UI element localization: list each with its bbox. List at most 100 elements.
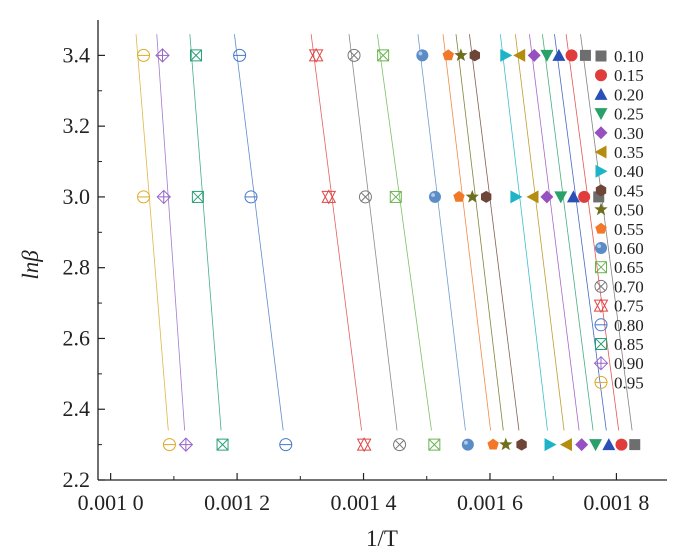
- x-tick-label: 0.001 4: [331, 490, 397, 515]
- data-point: [465, 189, 479, 203]
- legend-marker: [594, 375, 608, 389]
- data-point: [156, 189, 171, 205]
- legend-label: 0.50: [614, 201, 644, 220]
- data-point: [579, 49, 591, 61]
- legend-label: 0.40: [614, 162, 644, 181]
- data-point: [559, 438, 572, 452]
- data-point: [416, 49, 429, 62]
- legend-marker: [595, 50, 607, 62]
- legend-marker: [595, 222, 607, 234]
- data-point: [454, 48, 468, 62]
- data-point: [552, 48, 566, 61]
- fit-line: [529, 34, 580, 431]
- legend-label: 0.10: [614, 47, 644, 66]
- data-point: [178, 437, 194, 452]
- legend-label: 0.25: [614, 105, 644, 124]
- data-point: [500, 48, 513, 62]
- data-point: [526, 190, 539, 204]
- data-point: [137, 48, 151, 62]
- y-axis-title: lnβ: [18, 250, 43, 280]
- fit-line: [234, 34, 284, 431]
- axes: 2.2 2.4 2.6 2.8 3.0 3.2 3.4 0.001 0 0.001 2 0.001…: [63, 20, 667, 515]
- legend-marker: [595, 69, 607, 82]
- data-point: [461, 438, 474, 451]
- data-point: [602, 438, 616, 451]
- legend-label: 0.80: [614, 316, 644, 335]
- fit-line: [554, 34, 607, 431]
- data-point: [540, 190, 554, 204]
- legend-label: 0.30: [614, 124, 644, 143]
- fit-line: [580, 34, 633, 431]
- legend-marker: [595, 242, 607, 254]
- y-tick-label: 3.0: [63, 184, 91, 209]
- data-point: [544, 438, 557, 452]
- data-point: [453, 190, 465, 202]
- legend-marker: [595, 184, 607, 197]
- plot-area: [135, 34, 641, 453]
- data-point: [191, 190, 204, 203]
- legend-label: 0.20: [614, 85, 644, 104]
- legend-label: 0.85: [614, 335, 644, 354]
- data-point: [516, 438, 527, 451]
- legend: 0.100.150.200.250.300.350.400.450.500.55…: [593, 47, 644, 392]
- data-point: [487, 438, 499, 450]
- legend-label: 0.75: [614, 297, 644, 316]
- data-point: [527, 48, 541, 62]
- data-point: [540, 49, 554, 62]
- y-tick-label: 3.2: [63, 113, 91, 138]
- fit-line: [135, 34, 169, 431]
- data-point: [155, 48, 170, 63]
- legend-marker: [595, 338, 607, 350]
- x-axis-title: 1/T: [366, 526, 398, 551]
- legend-marker: [593, 355, 609, 371]
- y-tick-label: 3.4: [63, 42, 91, 67]
- data-point: [554, 191, 568, 204]
- legend-label: 0.60: [614, 239, 644, 258]
- data-point: [629, 439, 641, 451]
- legend-label: 0.15: [614, 66, 644, 85]
- data-point: [389, 190, 402, 203]
- data-point: [137, 190, 151, 204]
- data-point: [510, 190, 523, 204]
- y-tick-label: 2.4: [63, 396, 91, 421]
- legend-marker: [595, 261, 607, 274]
- data-point: [428, 190, 441, 203]
- legend-marker: [594, 87, 608, 100]
- x-tick-label: 0.001 8: [583, 490, 649, 515]
- fit-line: [469, 34, 520, 431]
- data-point: [589, 439, 603, 452]
- data-point: [428, 438, 441, 451]
- legend-marker: [594, 108, 608, 121]
- y-tick-label: 2.8: [63, 255, 91, 280]
- data-point: [442, 49, 454, 61]
- x-tick-label: 0.001 6: [457, 490, 523, 515]
- legend-marker: [595, 164, 608, 178]
- data-point: [356, 437, 372, 453]
- legend-marker: [594, 318, 608, 332]
- data-point: [615, 438, 628, 451]
- data-point: [321, 189, 337, 205]
- fit-line: [348, 34, 398, 431]
- legend-label: 0.90: [614, 354, 644, 373]
- fit-line: [310, 34, 362, 431]
- fit-line: [189, 34, 222, 431]
- legend-marker: [594, 202, 608, 216]
- x-tick-label: 0.001 0: [78, 490, 144, 515]
- fit-line: [499, 34, 548, 431]
- fit-line: [542, 34, 594, 431]
- legend-marker: [594, 279, 608, 293]
- data-point: [480, 190, 492, 203]
- data-point: [499, 437, 513, 451]
- data-point: [233, 48, 247, 62]
- data-point: [216, 438, 229, 451]
- legend-label: 0.55: [614, 220, 644, 239]
- fit-line: [442, 34, 491, 431]
- legend-marker: [593, 298, 609, 314]
- data-point: [578, 190, 591, 203]
- data-point: [347, 48, 361, 62]
- data-point: [308, 47, 324, 63]
- y-tick-label: 2.2: [63, 467, 91, 492]
- fit-line: [417, 34, 466, 431]
- legend-marker: [594, 145, 607, 159]
